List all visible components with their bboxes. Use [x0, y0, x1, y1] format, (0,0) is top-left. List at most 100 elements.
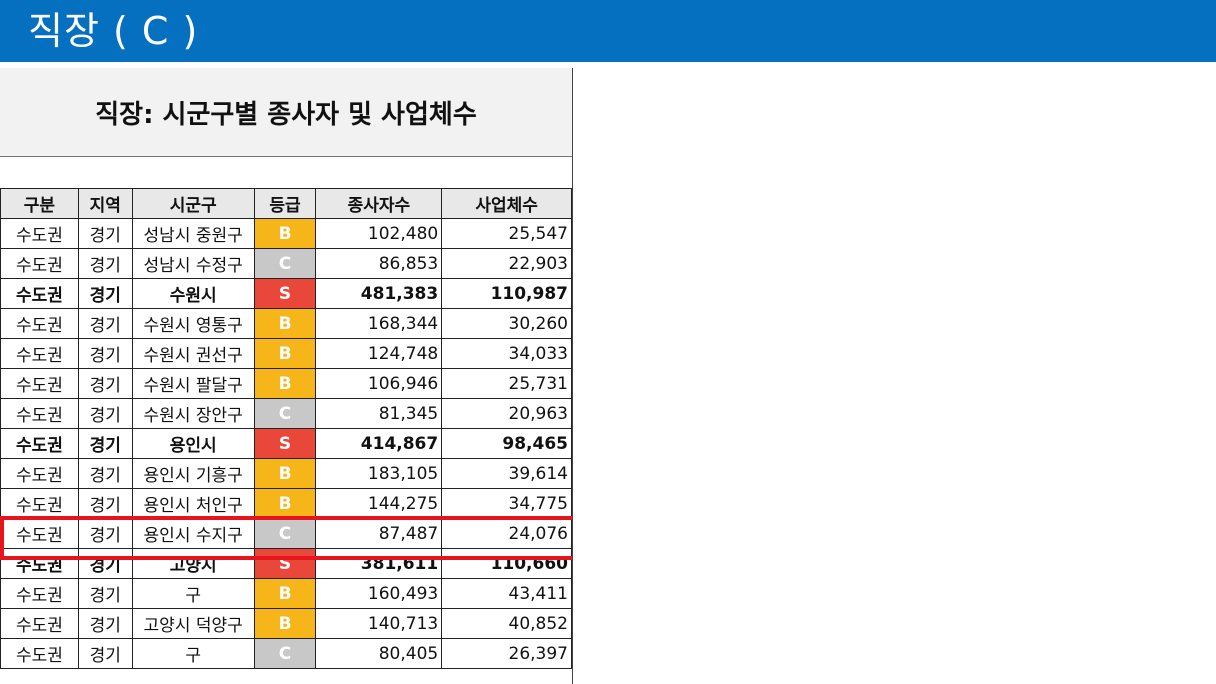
grade-badge: C	[253, 398, 317, 429]
workers-cell: 81,345	[315, 398, 443, 429]
region-cell: 수도권	[0, 248, 79, 279]
region-cell: 수도권	[0, 608, 79, 639]
slide-header-bar: 직장 ( C )	[0, 0, 1216, 62]
businesses-cell: 43,411	[441, 578, 572, 609]
district-cell: 용인시	[131, 428, 255, 459]
grade-badge: B	[253, 368, 317, 399]
district-cell: 용인시 기흥구	[131, 458, 255, 489]
grade-badge: S	[253, 548, 317, 579]
workers-cell: 87,487	[315, 518, 443, 549]
workers-cell: 140,713	[315, 608, 443, 639]
district-cell: 구	[131, 578, 255, 609]
district-cell: 성남시 수정구	[131, 248, 255, 279]
data-table: 구분 지역 시군구 등급 종사자수 사업체수 수도권 경기 성남시 중원구 B 102,…	[0, 188, 572, 669]
businesses-cell: 39,614	[441, 458, 572, 489]
area-cell: 경기	[77, 608, 133, 639]
table-row: 수도권 경기 수원시 S 481,383 110,987	[0, 278, 572, 309]
area-cell: 경기	[77, 578, 133, 609]
table-row: 수도권 경기 용인시 기흥구 B 183,105 39,614	[0, 458, 572, 489]
grade-badge: S	[253, 428, 317, 459]
area-cell: 경기	[77, 398, 133, 429]
workers-cell: 102,480	[315, 218, 443, 249]
region-cell: 수도권	[0, 278, 79, 309]
region-cell: 수도권	[0, 488, 79, 519]
table-header-row: 구분 지역 시군구 등급 종사자수 사업체수	[0, 188, 572, 219]
workers-cell: 106,946	[315, 368, 443, 399]
sheet-title: 직장: 시군구별 종사자 및 사업체수	[0, 68, 572, 157]
spreadsheet-panel: 직장: 시군구별 종사자 및 사업체수 구분 지역 시군구 등급 종사자수 사업…	[0, 68, 573, 684]
district-cell: 용인시 처인구	[131, 488, 255, 519]
area-cell: 경기	[77, 458, 133, 489]
workers-cell: 124,748	[315, 338, 443, 369]
area-cell: 경기	[77, 638, 133, 669]
district-cell: 수원시 장안구	[131, 398, 255, 429]
workers-cell: 86,853	[315, 248, 443, 279]
highlight-box	[0, 516, 572, 560]
grade-badge: B	[253, 308, 317, 339]
slide-title: 직장 ( C )	[28, 9, 199, 53]
header-cell: 시군구	[131, 188, 255, 219]
region-cell: 수도권	[0, 458, 79, 489]
table-row: 수도권 경기 수원시 권선구 B 124,748 34,033	[0, 338, 572, 369]
district-cell: 수원시	[131, 278, 255, 309]
table-body: 수도권 경기 성남시 중원구 B 102,480 25,547 수도권 경기 성남시 수정구 C 8…	[0, 218, 572, 669]
businesses-cell: 34,775	[441, 488, 572, 519]
table-row: 수도권 경기 구 B 160,493 43,411	[0, 578, 572, 609]
header-cell: 사업체수	[441, 188, 572, 219]
businesses-cell: 20,963	[441, 398, 572, 429]
table-row: 수도권 경기 수원시 팔달구 B 106,946 25,731	[0, 368, 572, 399]
district-cell: 수원시 팔달구	[131, 368, 255, 399]
header-cell: 종사자수	[315, 188, 443, 219]
grade-badge: S	[253, 278, 317, 309]
grade-badge: B	[253, 488, 317, 519]
region-cell: 수도권	[0, 398, 79, 429]
table-row: 수도권 경기 구 C 80,405 26,397	[0, 638, 572, 669]
businesses-cell: 98,465	[441, 428, 572, 459]
grade-badge: B	[253, 458, 317, 489]
region-cell: 수도권	[0, 638, 79, 669]
workers-cell: 168,344	[315, 308, 443, 339]
grade-badge: C	[253, 248, 317, 279]
workers-cell: 144,275	[315, 488, 443, 519]
businesses-cell: 22,903	[441, 248, 572, 279]
businesses-cell: 34,033	[441, 338, 572, 369]
grade-badge: B	[253, 578, 317, 609]
region-cell: 수도권	[0, 428, 79, 459]
workers-cell: 80,405	[315, 638, 443, 669]
grade-badge: B	[253, 608, 317, 639]
district-cell: 구	[131, 638, 255, 669]
header-cell: 지역	[77, 188, 133, 219]
workers-cell: 414,867	[315, 428, 443, 459]
header-cell: 등급	[253, 188, 317, 219]
table-row: 수도권 경기 수원시 영통구 B 168,344 30,260	[0, 308, 572, 339]
grade-badge: C	[253, 638, 317, 669]
district-cell: 수원시 영통구	[131, 308, 255, 339]
workers-cell: 183,105	[315, 458, 443, 489]
businesses-cell: 40,852	[441, 608, 572, 639]
table-row: 수도권 경기 고양시 덕양구 B 140,713 40,852	[0, 608, 572, 639]
area-cell: 경기	[77, 368, 133, 399]
table-row: 수도권 경기 성남시 중원구 B 102,480 25,547	[0, 218, 572, 249]
region-cell: 수도권	[0, 518, 79, 549]
area-cell: 경기	[77, 278, 133, 309]
businesses-cell: 110,987	[441, 278, 572, 309]
area-cell: 경기	[77, 428, 133, 459]
area-cell: 경기	[77, 338, 133, 369]
businesses-cell: 26,397	[441, 638, 572, 669]
workers-cell: 160,493	[315, 578, 443, 609]
table-row: 수도권 경기 성남시 수정구 C 86,853 22,903	[0, 248, 572, 279]
region-cell: 수도권	[0, 578, 79, 609]
grade-badge: B	[253, 338, 317, 369]
businesses-cell: 25,547	[441, 218, 572, 249]
area-cell: 경기	[77, 248, 133, 279]
region-cell: 수도권	[0, 338, 79, 369]
businesses-cell: 25,731	[441, 368, 572, 399]
workers-cell: 481,383	[315, 278, 443, 309]
area-cell: 경기	[77, 218, 133, 249]
businesses-cell: 24,076	[441, 518, 572, 549]
region-cell: 수도권	[0, 548, 79, 579]
area-cell: 경기	[77, 308, 133, 339]
region-cell: 수도권	[0, 308, 79, 339]
region-cell: 수도권	[0, 218, 79, 249]
table-row: 수도권 경기 용인시 처인구 B 144,275 34,775	[0, 488, 572, 519]
